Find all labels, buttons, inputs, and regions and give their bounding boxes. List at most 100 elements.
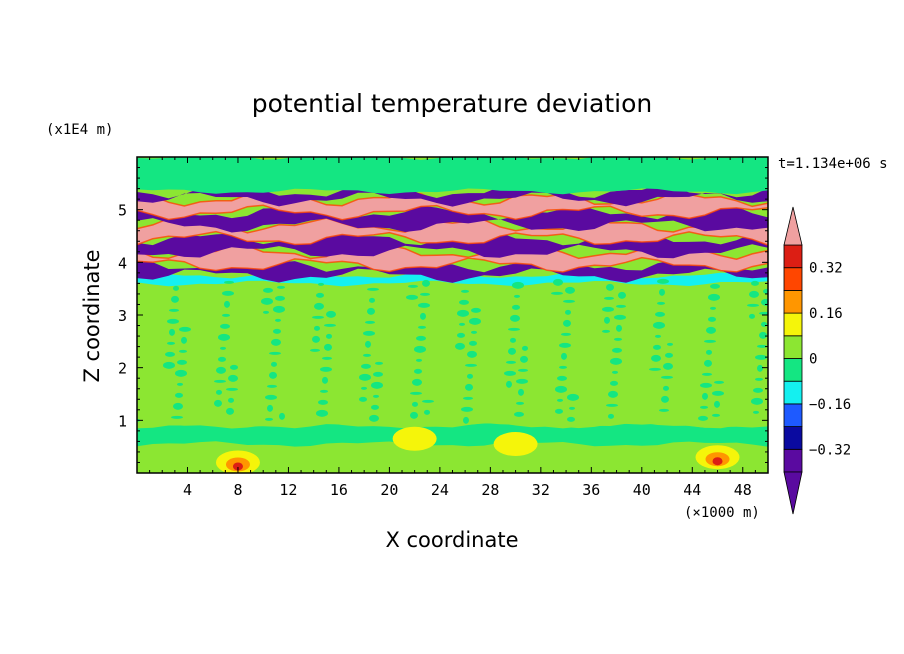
x-tick-label: 28 xyxy=(481,481,499,499)
colorbar-segment xyxy=(783,335,803,359)
field-speckle xyxy=(273,305,285,313)
field-speckle xyxy=(181,336,187,344)
field-speckle xyxy=(310,348,320,352)
field-speckle xyxy=(567,416,575,422)
x-tick-label: 36 xyxy=(582,481,600,499)
field-speckle xyxy=(749,313,755,319)
field-speckle xyxy=(369,297,375,303)
field-speckle xyxy=(518,368,528,372)
field-band xyxy=(137,280,768,429)
field-speckle xyxy=(757,344,767,348)
field-speckle xyxy=(514,294,520,298)
field-speckle xyxy=(467,350,477,358)
field-speckle xyxy=(463,396,473,400)
field-speckle xyxy=(506,360,516,364)
x-axis-unit: (×1000 m) xyxy=(684,505,760,521)
field-speckle xyxy=(318,282,324,286)
field-speckle xyxy=(314,302,324,310)
colorbar-top-arrow xyxy=(783,206,803,246)
field-speckle xyxy=(606,403,618,407)
field-band xyxy=(137,257,768,283)
field-speckle xyxy=(653,344,661,350)
field-speckle xyxy=(459,322,465,326)
field-speckle xyxy=(467,373,473,379)
field-speckle xyxy=(214,399,222,407)
x-tick-label: 16 xyxy=(330,481,348,499)
colorbar-label: −0.16 xyxy=(809,397,851,413)
field-speckle xyxy=(457,309,469,317)
field-speckle xyxy=(216,389,222,395)
field-speckle xyxy=(222,290,234,296)
field-speckle xyxy=(557,398,563,402)
x-tick-label: 4 xyxy=(183,481,192,499)
field-speckle xyxy=(612,347,622,353)
field-speckle xyxy=(569,406,575,410)
field-speckle xyxy=(657,278,669,284)
field-speckle xyxy=(422,399,434,403)
field-speckle xyxy=(316,292,324,298)
field-speckle xyxy=(322,356,332,360)
field-speckle xyxy=(665,352,673,358)
field-speckle xyxy=(763,288,768,294)
x-tick-label: 44 xyxy=(683,481,701,499)
field-speckle xyxy=(279,412,285,420)
field-speckle xyxy=(553,278,563,286)
y-axis-label: Z coordinate xyxy=(80,249,104,382)
field-speckle xyxy=(267,404,273,412)
y-axis-ticks: 1 2 3 4 5 xyxy=(118,167,768,463)
field-speckle xyxy=(618,291,626,299)
field-speckle xyxy=(173,402,183,410)
colorbar-segment xyxy=(783,403,803,427)
field-speckle xyxy=(518,388,524,396)
field-speckle xyxy=(753,387,763,393)
field-speckle xyxy=(663,385,669,391)
field-speckle xyxy=(747,303,759,307)
field-speckle xyxy=(516,378,528,384)
field-speckle xyxy=(506,380,512,388)
field-speckle xyxy=(416,335,426,341)
field-speckle xyxy=(367,287,379,291)
field-speckle xyxy=(361,363,371,369)
field-speckle xyxy=(461,289,469,293)
field-speckle xyxy=(220,323,230,329)
x-tick-label: 40 xyxy=(633,481,651,499)
field-speckle xyxy=(228,397,234,403)
field-speckle xyxy=(700,382,712,388)
field-speckle xyxy=(277,285,285,289)
field-band-edge xyxy=(137,191,768,221)
field-speckle xyxy=(410,411,418,419)
field-speckle xyxy=(714,400,720,408)
x-tick-label: 12 xyxy=(279,481,297,499)
y-tick-label: 4 xyxy=(118,254,127,272)
field-speckle xyxy=(359,396,367,402)
field-speckle xyxy=(557,375,567,381)
field-speckle xyxy=(610,357,622,365)
x-axis-label: X coordinate xyxy=(385,528,518,552)
field-speckle xyxy=(173,285,179,291)
field-speckle xyxy=(418,302,430,308)
y-tick-label: 2 xyxy=(118,360,127,378)
field-speckle xyxy=(514,411,524,417)
field-speckle xyxy=(214,379,226,383)
field-speckle xyxy=(369,414,379,422)
field-speckle xyxy=(263,287,273,293)
field-band xyxy=(137,184,768,207)
colorbar-bottom-arrow xyxy=(783,471,803,515)
field-speckle xyxy=(610,380,618,386)
field-speckle xyxy=(702,372,712,376)
field-speckle xyxy=(418,325,426,329)
field-speckle xyxy=(177,359,187,365)
field-speckle xyxy=(265,417,273,421)
field-speckle xyxy=(751,397,763,405)
field-speckle xyxy=(471,307,481,313)
field-speckle xyxy=(261,297,273,305)
field-speckle xyxy=(561,332,571,336)
field-speckle xyxy=(367,307,375,315)
field-speckle xyxy=(555,408,563,414)
field-speckle xyxy=(565,286,575,294)
field-speckle xyxy=(655,311,665,317)
colorbar: 0.32 0.16 0 −0.16 −0.32 xyxy=(783,206,851,515)
field-speckle xyxy=(226,387,238,391)
field-speckle xyxy=(551,291,563,295)
field-speckle xyxy=(706,349,712,355)
